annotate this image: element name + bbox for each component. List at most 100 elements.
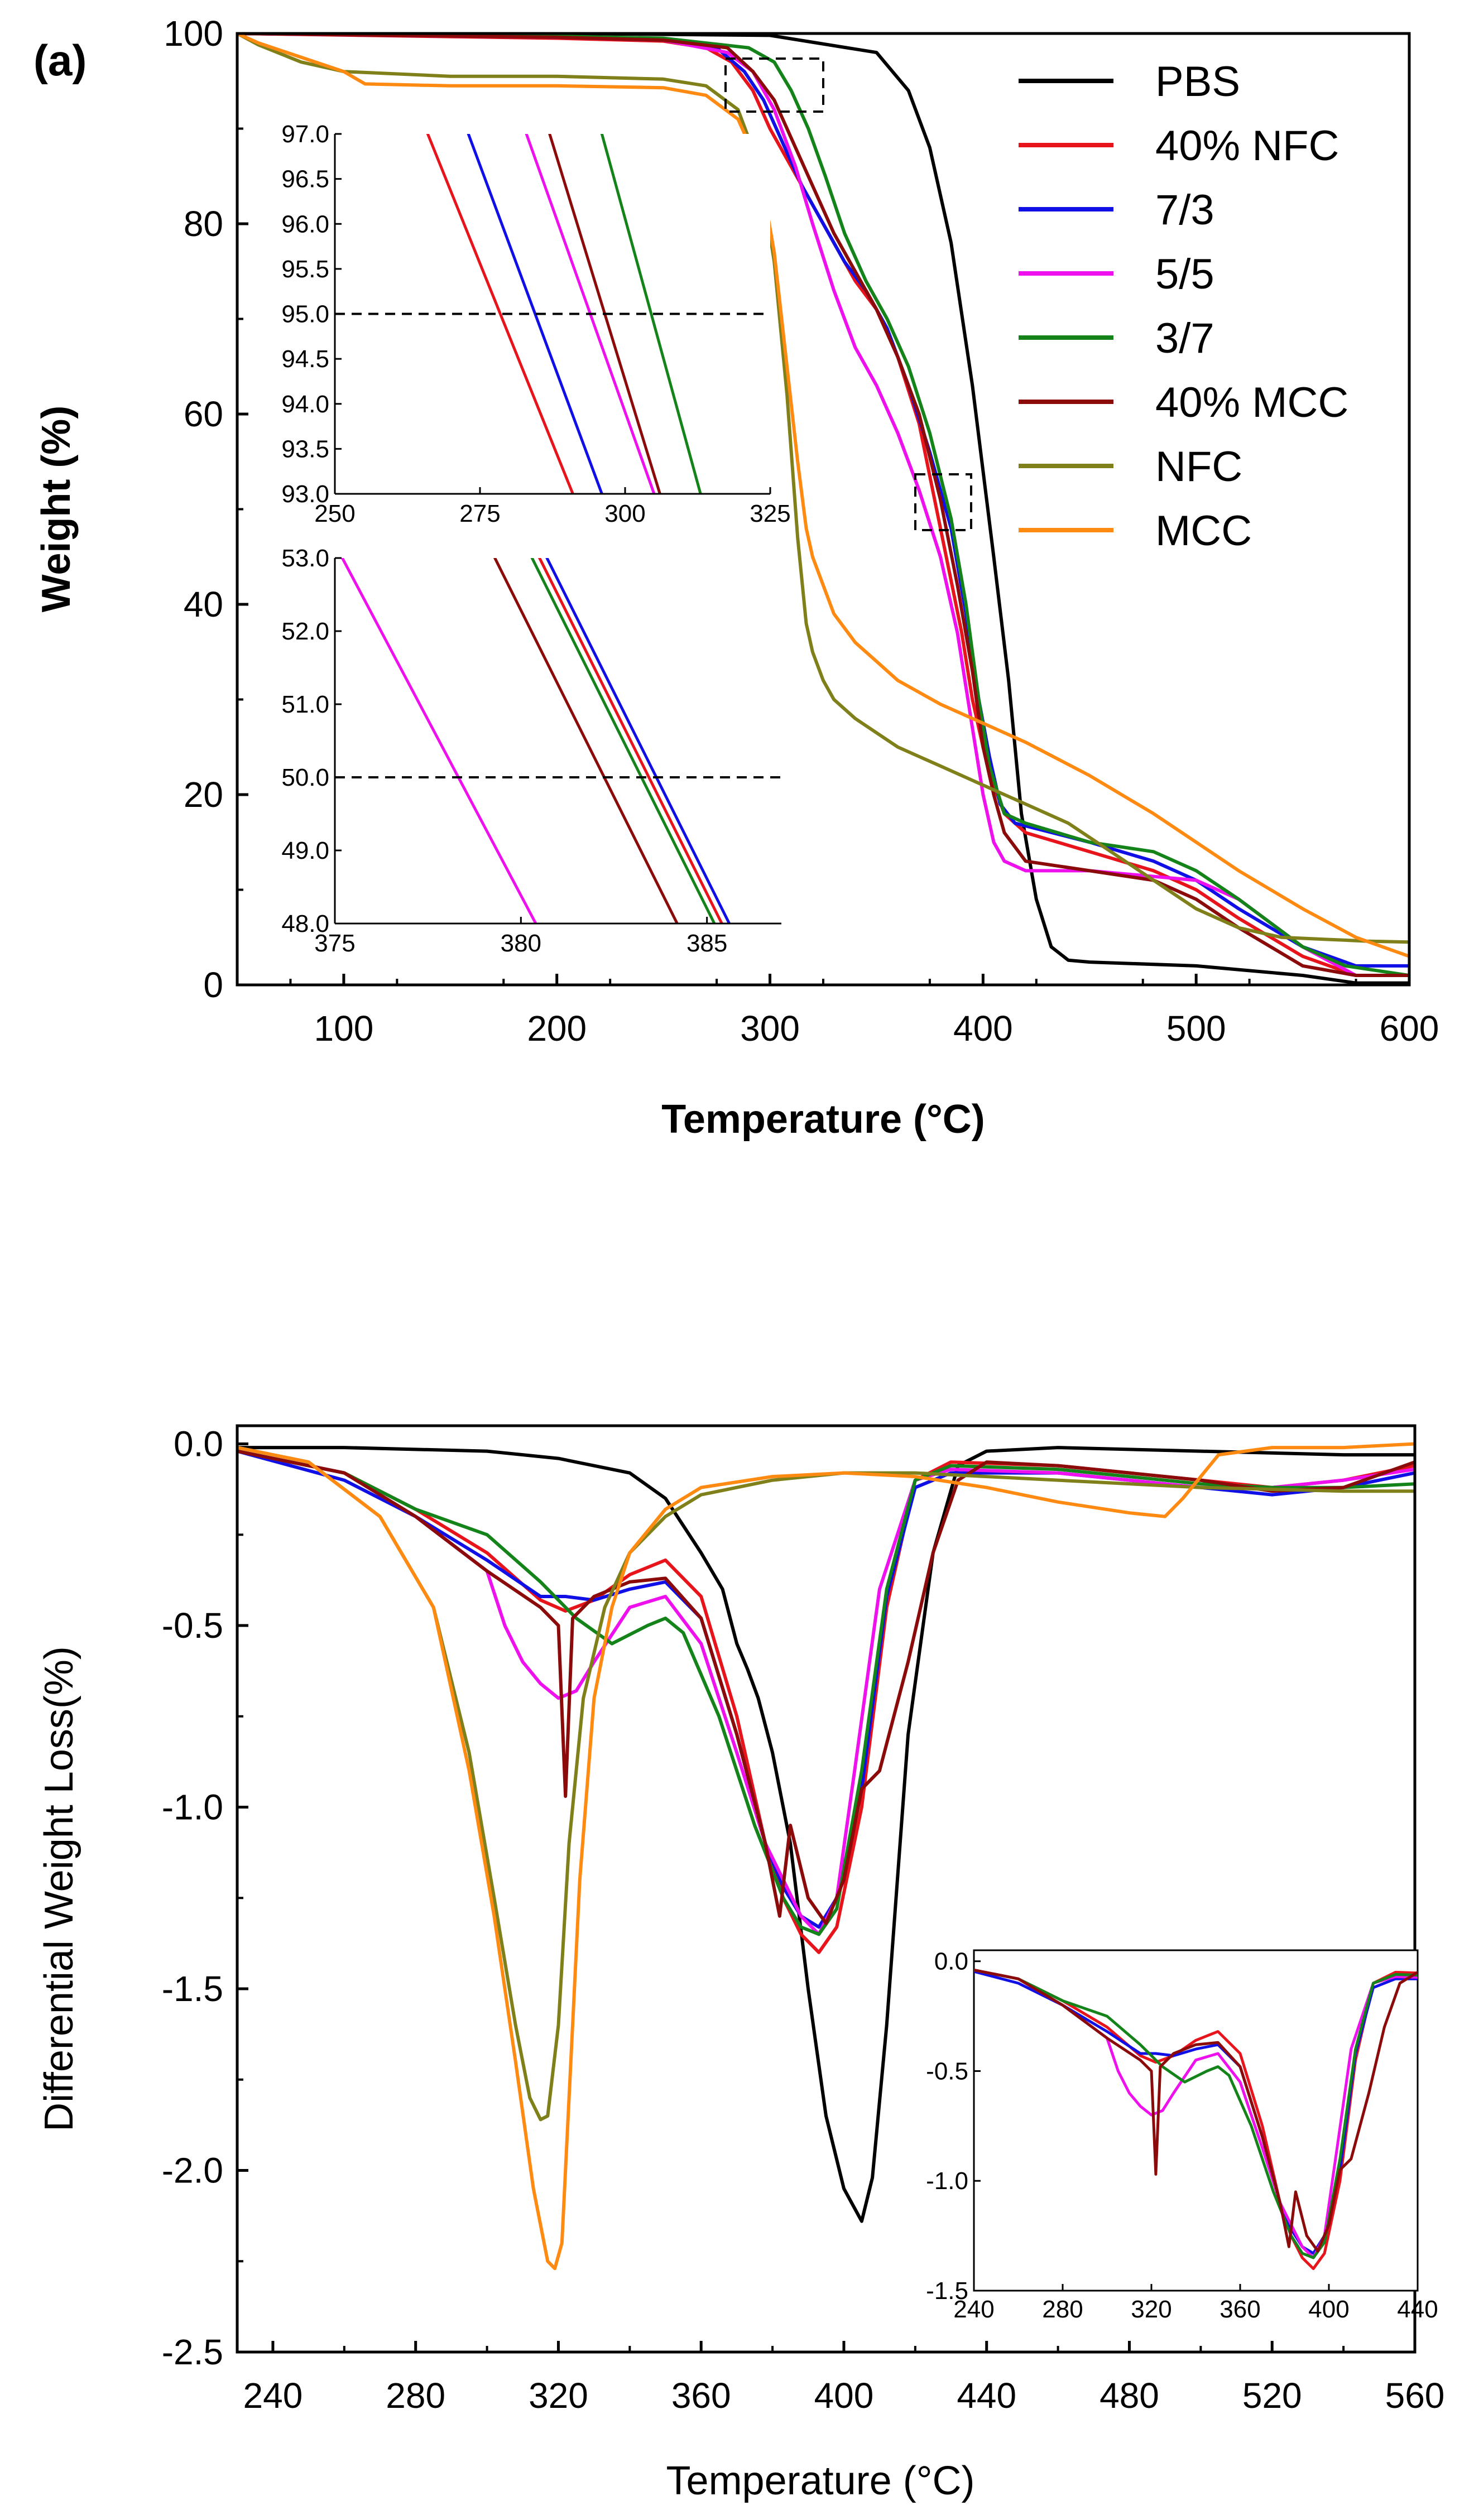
panel-a-y-tick-label: 60: [184, 394, 223, 434]
legend-label-40pct-nfc: 40% NFC: [1155, 122, 1339, 170]
inset-upper-y-tick-label: 96.5: [281, 166, 329, 193]
inset-lower-y-tick-label: 52.0: [281, 618, 329, 645]
panel-b-y-tick-label: -1.5: [162, 1969, 223, 2009]
panel-b-series-mcc: [237, 1442, 1415, 2271]
panel-a-series-40pct-nfc: [237, 33, 1409, 977]
panel-a-series-40pct-mcc: [237, 33, 1409, 977]
panel-b-inset-series-40pct-mcc: [974, 1968, 1418, 2253]
panel-b-inset-x-tick-label: 400: [1308, 2296, 1349, 2323]
inset-upper-series-3-7: [600, 134, 702, 494]
panel-b-inset-x-tick-label: 240: [953, 2296, 994, 2323]
zoom-box-upper: [724, 57, 824, 113]
inset-upper-y-tick-label: 93.5: [281, 435, 329, 463]
panel-b-x-tick-label: 560: [1385, 2375, 1445, 2416]
inset-lower-x-tick-label: 380: [501, 930, 541, 957]
panel-b-series: [237, 1442, 1415, 2271]
panel-b-x-tick-label: 440: [957, 2375, 1016, 2416]
inset-upper-x-tick-label: 325: [750, 500, 790, 527]
inset-upper-series-40pct-nfc: [426, 134, 574, 494]
panel-b-series-3-7: [237, 1449, 1415, 1936]
inset-lower-y-tick-label: 49.0: [281, 837, 329, 864]
panel-b-plot-frame: [236, 1424, 1417, 2354]
legend-label-3-7: 3/7: [1155, 315, 1214, 362]
panel-b-inset-y-tick-label: 0.0: [934, 1948, 968, 1975]
panel-b-series-7-3: [237, 1449, 1415, 1929]
panel-b-x-tick-label: 240: [243, 2375, 303, 2416]
panel-a-x-tick-label: 300: [740, 1008, 800, 1049]
inset-lower-series-40pct-mcc: [493, 558, 679, 924]
panel-a-y-tick-label: 80: [184, 204, 223, 244]
inset-upper-x-tick-label: 300: [604, 500, 645, 527]
panel-b-x-tick-label: 280: [386, 2375, 445, 2416]
inset-lower-y-tick-label: 48.0: [281, 910, 329, 937]
panel-a-y-axis-title: Weight (%): [34, 406, 79, 613]
inset-lower-series-7-3: [545, 558, 731, 924]
zoom-box-lower: [914, 473, 972, 531]
inset-upper-x-tick-label: 250: [314, 500, 355, 527]
panel-a-y-tick-label: 0: [203, 965, 223, 1005]
inset-upper-y-tick-label: 94.0: [281, 391, 329, 418]
legend-label-nfc: NFC: [1155, 443, 1242, 490]
panel-b-inset-x-tick-label: 360: [1219, 2296, 1260, 2323]
panel-a-weight-chart: (a) 100 200 300 400 500 600 0 20 40 60 80 100 Tempe…: [33, 13, 1439, 1142]
panel-a-series-3-7: [237, 33, 1409, 977]
inset-upper-y-tick-label: 96.0: [281, 210, 329, 238]
inset-lower-series-5-5: [340, 558, 537, 924]
panel-a-ticks: 100 200 300 400 500 600 0 20 40 60 80 100: [164, 13, 1439, 1049]
inset-lower-x-tick-label: 375: [314, 930, 355, 957]
panel-b-y-tick-label: -1.0: [162, 1787, 223, 1828]
panel-b-y-tick-label: -2.5: [162, 2332, 223, 2372]
panel-b-inset-y-tick-label: -1.5: [926, 2277, 968, 2305]
panel-a-series-pbs: [237, 33, 1409, 985]
panel-a-series-mcc: [237, 33, 1409, 958]
panel-b-inset-y-tick-label: -1.0: [926, 2167, 968, 2195]
panel-b-inset-x-tick-label: 280: [1042, 2296, 1083, 2323]
inset-upper-y-tick-label: 95.5: [281, 256, 329, 283]
panel-b-x-tick-label: 400: [814, 2375, 874, 2416]
panel-a-x-axis-title: Temperature (°C): [661, 1097, 985, 1142]
panel-a-x-tick-label: 200: [527, 1008, 587, 1049]
inset-upper-y-tick-label: 93.0: [281, 480, 329, 508]
panel-a-x-tick-label: 600: [1380, 1008, 1439, 1049]
panel-a-y-tick-label: 20: [184, 775, 223, 815]
inset-lower-background: [335, 558, 781, 924]
panel-b-x-tick-label: 480: [1100, 2375, 1159, 2416]
panel-b-x-tick-label: 320: [529, 2375, 588, 2416]
panel-b-x-axis-title: Temperature (°C): [666, 2459, 975, 2503]
inset-upper-x-tick-label: 275: [459, 500, 500, 527]
inset-lower-series-40pct-nfc: [538, 558, 723, 924]
panel-b-inset-x-tick-label: 320: [1131, 2296, 1171, 2323]
panel-a-x-tick-label: 100: [314, 1008, 374, 1049]
panel-b-series-pbs: [237, 1446, 1415, 2223]
panel-a-legend: PBS 40% NFC 7/3 5/5 3/7 40% MCC NFC MCC: [1019, 58, 1348, 555]
inset-lower-y-tick-label: 50.0: [281, 764, 329, 791]
panel-a-inset-upper: 93.0 93.5 94.0 94.5 95.0 95.5 96.0 96.5 97.0 250 2…: [281, 121, 790, 527]
panel-a-series-nfc: [237, 33, 1409, 944]
panel-b-inset-x-tick-label: 440: [1397, 2296, 1438, 2323]
panel-label: (a): [33, 36, 87, 85]
panel-a-inset-lower: 48.0 49.0 50.0 51.0 52.0 53.0 375 380 385: [281, 545, 781, 957]
inset-lower-x-tick-label: 385: [686, 930, 727, 957]
legend-label-7-3: 7/3: [1155, 186, 1214, 234]
panel-b-ticks: 240 280 320 360 400 440 480 520 560 0.0 -0.5 -1.0 -1…: [162, 1424, 1445, 2416]
panel-b-y-axis-title: Differential Weight Loss(%): [37, 1646, 81, 2132]
legend-label-40pct-mcc: 40% MCC: [1155, 379, 1348, 426]
panel-b-inset-series-5-5: [974, 1968, 1418, 2259]
panel-b-series-nfc: [237, 1446, 1415, 2122]
panel-a-x-tick-label: 500: [1166, 1008, 1226, 1049]
inset-lower-y-tick-label: 53.0: [281, 545, 329, 572]
panel-b-y-tick-label: -0.5: [162, 1605, 223, 1646]
panel-a-y-tick-label: 40: [184, 584, 223, 624]
panel-b-inset-frame: [973, 1949, 1419, 2292]
legend-label-mcc: MCC: [1155, 507, 1252, 555]
panel-b-x-tick-label: 520: [1242, 2375, 1302, 2416]
panel-b-inset-y-tick-label: -0.5: [926, 2057, 968, 2085]
panel-a-series: [237, 33, 1409, 985]
panel-a-x-tick-label: 400: [953, 1008, 1013, 1049]
inset-lower-y-tick-label: 51.0: [281, 691, 329, 718]
legend-label-5-5: 5/5: [1155, 251, 1214, 298]
panel-b-dtg-chart: 240 280 320 360 400 440 480 520 560 0.0 -0.5 -1.0 -1…: [37, 1424, 1445, 2503]
inset-upper-series-7-3: [467, 134, 603, 494]
